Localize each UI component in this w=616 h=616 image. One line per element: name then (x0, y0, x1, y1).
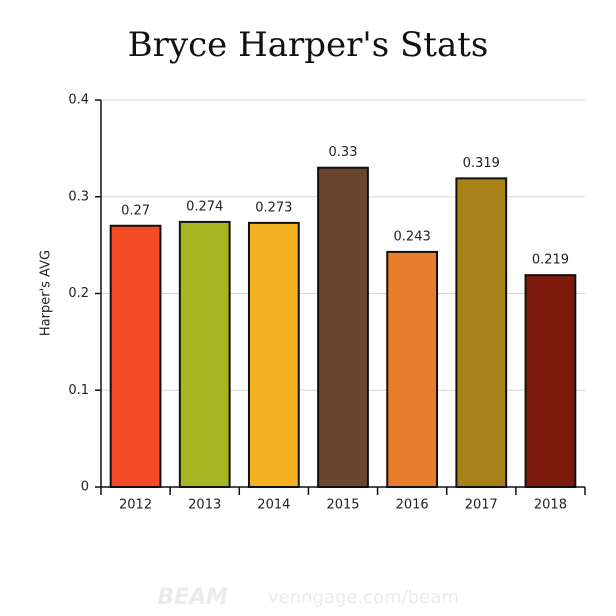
bar (178, 220, 231, 488)
y-tick-label: 0.1 (68, 383, 89, 398)
value-label: 0.27 (121, 203, 150, 218)
value-label: 0.33 (329, 145, 358, 160)
bar (455, 177, 508, 488)
value-label: 0.273 (255, 200, 292, 215)
value-label: 0.319 (463, 156, 500, 171)
x-tick-label: 2013 (188, 498, 221, 513)
bar (317, 166, 369, 488)
bar (386, 250, 439, 488)
value-label: 0.274 (186, 199, 223, 214)
y-axis-label: Harper's AVG (39, 250, 54, 336)
value-label: 0.243 (394, 229, 431, 244)
value-label: 0.219 (532, 253, 569, 268)
bar (247, 221, 300, 488)
chart-title: Bryce Harper's Stats (128, 25, 489, 65)
bar (524, 274, 577, 488)
bar (109, 224, 162, 488)
x-tick-label: 2018 (534, 498, 567, 513)
x-tick-label: 2014 (257, 498, 290, 513)
y-tick-label: 0.4 (68, 93, 89, 108)
x-tick-label: 2016 (396, 498, 429, 513)
y-tick-label: 0 (81, 480, 89, 495)
x-tick-label: 2015 (326, 498, 359, 513)
watermark-brand: BEAM (157, 585, 228, 610)
y-tick-label: 0.3 (68, 189, 89, 204)
x-tick-label: 2017 (465, 498, 498, 513)
x-tick-label: 2012 (119, 498, 152, 513)
watermark-url: venngage.com/beam (268, 587, 459, 608)
y-tick-label: 0.2 (68, 286, 89, 301)
